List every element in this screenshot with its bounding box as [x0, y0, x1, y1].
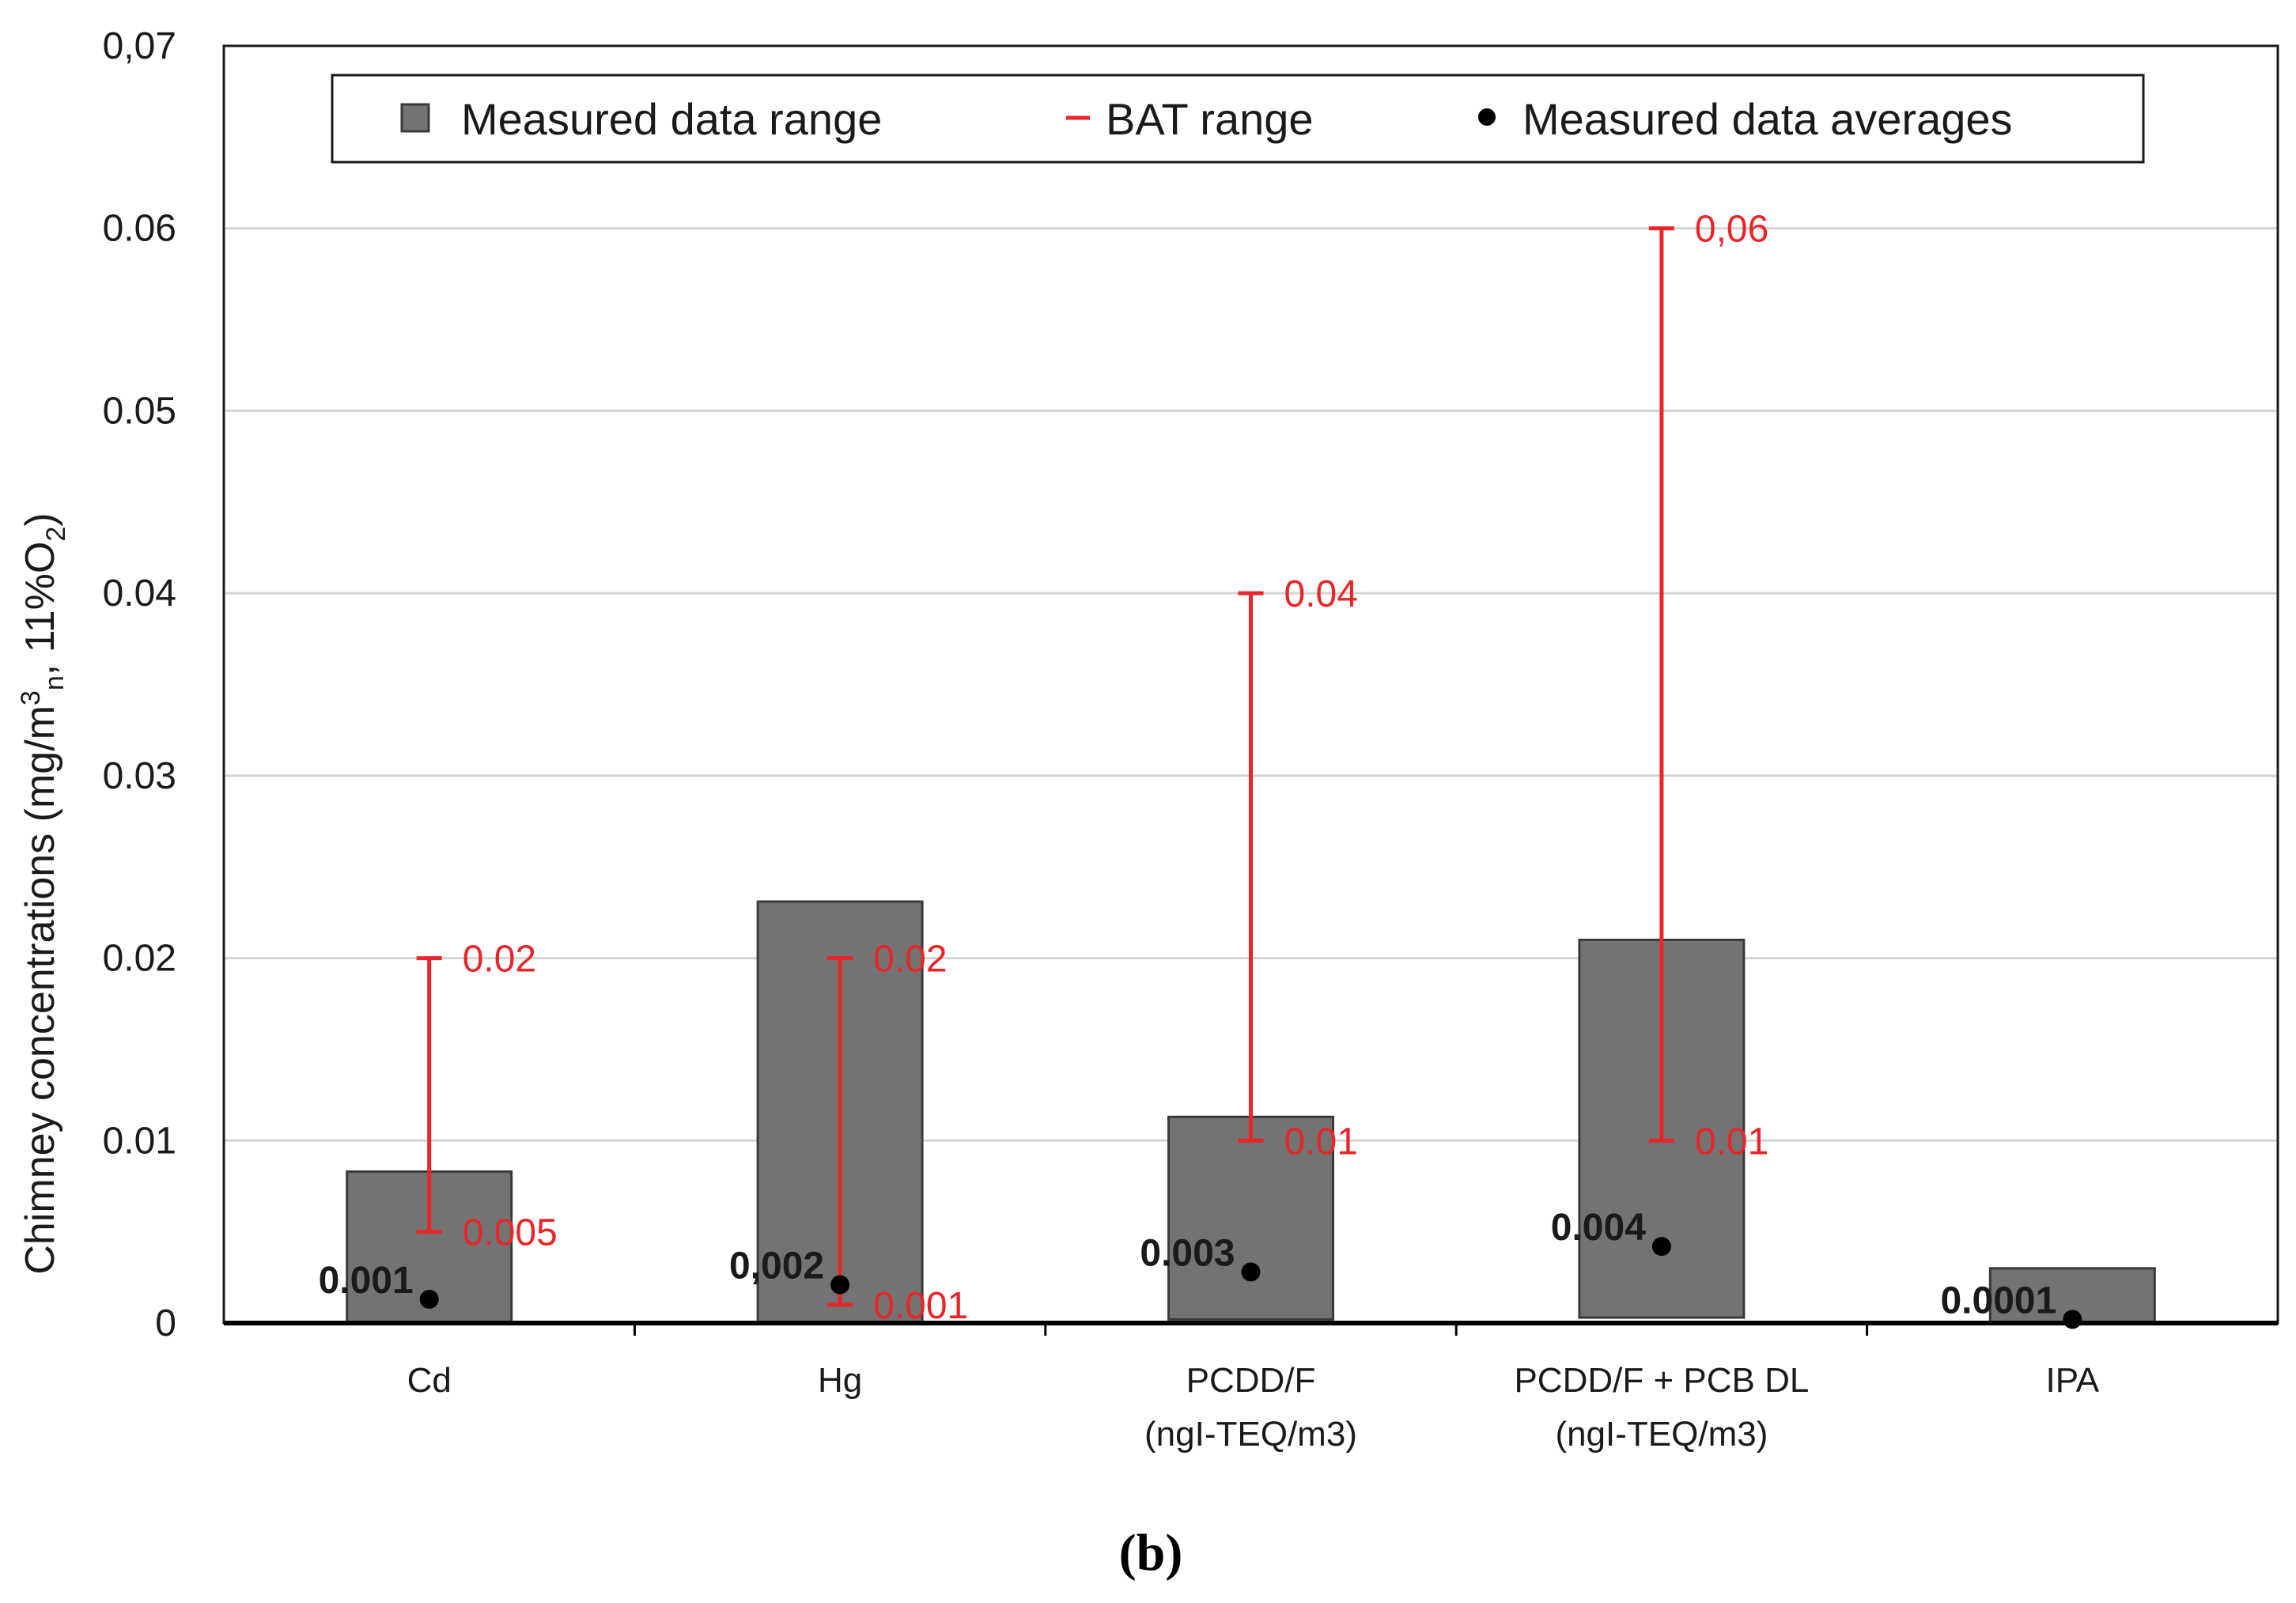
x-category-label-1-0: Hg [818, 1361, 862, 1400]
bat-low-label-0: 0.005 [463, 1212, 558, 1254]
bat-low-label-2: 0.01 [1284, 1121, 1358, 1163]
y-tick-label-6: 0.06 [103, 208, 176, 250]
bat-ranges [416, 226, 1674, 1307]
avg-point-0 [419, 1290, 439, 1310]
y-tick-label-3: 0.03 [103, 755, 176, 797]
y-tick-label-0: 0 [155, 1302, 176, 1344]
bat-high-label-3: 0,06 [1695, 209, 1768, 251]
avg-point-2 [1241, 1262, 1261, 1282]
x-category-label-2-0: PCDD/F [1186, 1361, 1316, 1400]
y-tick-label-1: 0.01 [103, 1120, 176, 1162]
avg-point-3 [1651, 1237, 1671, 1257]
avg-label-4: 0.0001 [1940, 1280, 2056, 1321]
x-category-label-2-1: (ngI-TEQ/m3) [1144, 1415, 1357, 1454]
y-axis-label-sub2: 2 [41, 527, 71, 542]
x-category-label-0-0: Cd [407, 1361, 452, 1400]
y-tick-label-4: 0.04 [103, 573, 176, 614]
legend-avg-label: Measured data averages [1522, 94, 2013, 144]
legend-avg-swatch [1478, 108, 1496, 126]
avg-point-4 [2063, 1310, 2082, 1329]
avg-label-3: 0.004 [1551, 1207, 1646, 1249]
avg-point-1 [830, 1275, 850, 1295]
bat-high-label-2: 0.04 [1284, 573, 1358, 615]
y-axis-label: Chimney concentrations (mg/m3n, 11%O2) [16, 512, 71, 1274]
panel-label: (b) [1119, 1524, 1183, 1582]
x-category-label-3-1: (ngI-TEQ/m3) [1555, 1415, 1768, 1454]
y-tick-label-5: 0.05 [103, 390, 176, 432]
avg-label-1: 0,002 [729, 1246, 824, 1287]
y-axis-label-prefix: Chimney concentrations (mg/m [17, 705, 63, 1275]
y-axis-label-sub: n [40, 675, 70, 690]
y-axis-label-suffix: ) [17, 512, 63, 526]
legend-range-swatch [400, 103, 430, 133]
bat-high-label-0: 0.02 [463, 939, 536, 981]
bat-high-label-1: 0.02 [873, 939, 947, 981]
x-category-label-4-0: IPA [2045, 1361, 2099, 1400]
y-axis-label-sup: 3 [16, 690, 46, 705]
averages [419, 1237, 2082, 1329]
y-tick-label-7: 0,07 [103, 25, 176, 67]
legend: Measured data range BAT range Measured d… [331, 74, 2145, 164]
legend-bat-label: BAT range [1106, 94, 1314, 144]
legend-box [331, 74, 2145, 164]
range-bar-2 [1167, 1115, 1334, 1321]
axes: 0 0.01 0.02 0.03 0.04 0.05 0.06 0,07 [103, 25, 2279, 1344]
y-tick-label-2: 0.02 [103, 938, 176, 980]
data-labels: Cd 0.02 0.005 0.001 Hg 0.02 0.001 0,002 PCDD/F (n… [319, 209, 2100, 1454]
bat-low-label-1: 0.001 [873, 1285, 968, 1327]
avg-label-0: 0.001 [319, 1260, 414, 1302]
y-axis-label-middle: , 11%O [17, 542, 63, 676]
legend-range-label: Measured data range [461, 94, 882, 144]
bat-low-label-3: 0.01 [1695, 1121, 1768, 1163]
avg-label-2: 0.003 [1140, 1232, 1235, 1274]
x-category-label-3-0: PCDD/F + PCB DL [1514, 1361, 1809, 1400]
